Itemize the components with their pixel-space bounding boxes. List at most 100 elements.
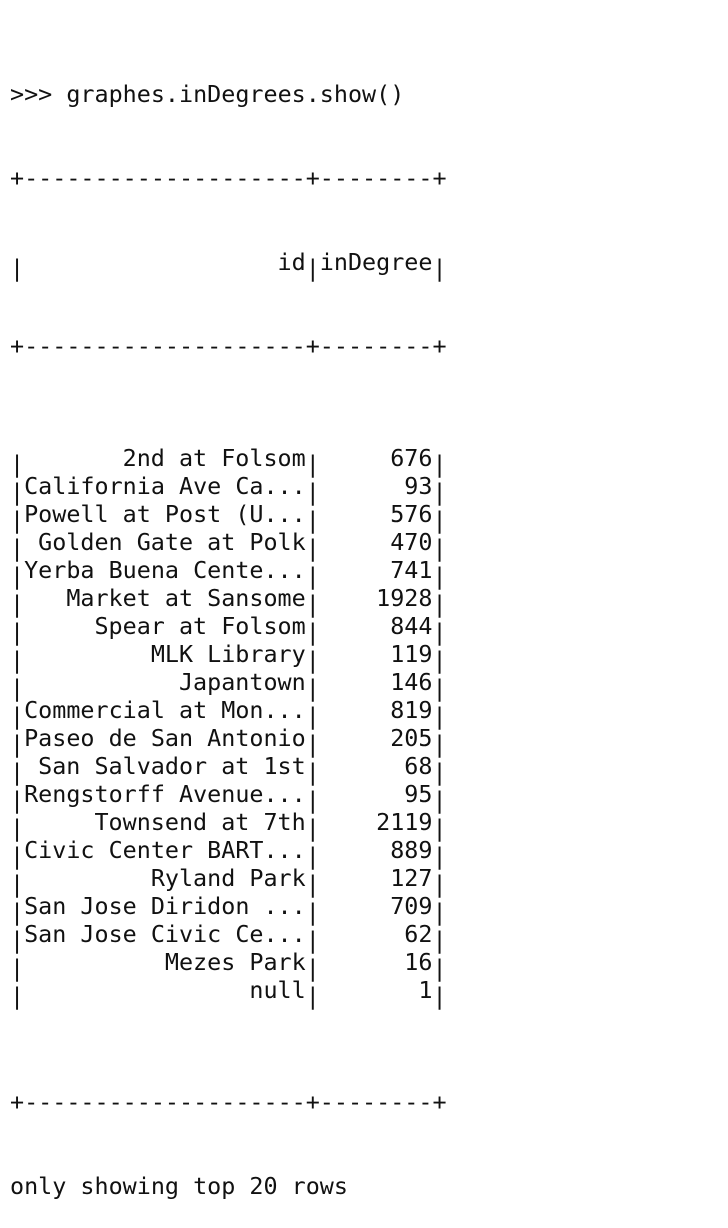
cell-id: San Jose Civic Ce... xyxy=(24,920,306,948)
cell-indegree: 844 xyxy=(390,612,433,640)
cell-id: California Ave Ca... xyxy=(24,472,306,500)
pipe: | xyxy=(432,506,447,534)
pipe: | xyxy=(10,982,25,1010)
cell-indegree: 709 xyxy=(390,892,433,920)
cell-indegree: 741 xyxy=(390,556,433,584)
cell-id: 2nd at Folsom xyxy=(122,444,306,472)
pipe: | xyxy=(305,590,320,618)
table-row: |Yerba Buena Cente...| 741| xyxy=(10,556,447,590)
table-row: | Spear at Folsom| 844| xyxy=(10,612,447,646)
table-row: | Japantown| 146| xyxy=(10,668,447,702)
cell-indegree: 676 xyxy=(390,444,433,472)
pipe: | xyxy=(10,646,25,674)
cell-indegree: 889 xyxy=(390,836,433,864)
cell-indegree: 470 xyxy=(390,528,433,556)
pipe: | xyxy=(305,730,320,758)
cell-indegree: 819 xyxy=(390,696,433,724)
table-row: |San Jose Diridon ...| 709| xyxy=(10,892,447,926)
command-line: >>> graphes.inDegrees.show() xyxy=(10,80,405,108)
cell-indegree: 127 xyxy=(390,864,433,892)
cell-id: Powell at Post (U... xyxy=(24,500,306,528)
table-row: | Market at Sansome| 1928| xyxy=(10,584,447,618)
pipe: | xyxy=(432,702,447,730)
pipe: | xyxy=(10,702,25,730)
pipe: | xyxy=(305,534,320,562)
table-row: |Commercial at Mon...| 819| xyxy=(10,696,447,730)
cell-id: Paseo de San Antonio xyxy=(24,724,306,752)
pipe: | xyxy=(432,730,447,758)
table-row: | null| 1| xyxy=(10,976,447,1010)
pipe: | xyxy=(305,478,320,506)
pipe: | xyxy=(10,590,25,618)
pipe: | xyxy=(432,674,447,702)
cell-indegree: 1928 xyxy=(376,584,433,612)
table-row: |California Ave Ca...| 93| xyxy=(10,472,447,506)
table-row: |Civic Center BART...| 889| xyxy=(10,836,447,870)
pipe: | xyxy=(10,478,25,506)
pipe: | xyxy=(432,646,447,674)
cell-id: Civic Center BART... xyxy=(24,836,306,864)
column-header-id: id xyxy=(277,248,306,276)
cell-id: null xyxy=(249,976,306,1004)
table-row: |Paseo de San Antonio| 205| xyxy=(10,724,447,758)
table-border-header: +--------------------+--------+ xyxy=(10,332,447,360)
pipe: | xyxy=(305,562,320,590)
cell-indegree: 205 xyxy=(390,724,433,752)
pipe: | xyxy=(10,674,25,702)
table-row: | 2nd at Folsom| 676| xyxy=(10,444,447,478)
cell-id: Yerba Buena Cente... xyxy=(24,556,306,584)
column-header-indegree: inDegree xyxy=(319,248,433,276)
terminal-output: >>> graphes.inDegrees.show() +----------… xyxy=(10,24,447,1228)
cell-id: Commercial at Mon... xyxy=(24,696,306,724)
table-row: |Powell at Post (U...| 576| xyxy=(10,500,447,534)
cell-id: Ryland Park xyxy=(150,864,306,892)
cell-indegree: 68 xyxy=(404,752,433,780)
cell-id: Golden Gate at Polk xyxy=(38,528,306,556)
table-row: | Ryland Park| 127| xyxy=(10,864,447,898)
pipe: | xyxy=(305,646,320,674)
pipe: | xyxy=(432,254,447,282)
pipe: | xyxy=(10,450,25,478)
pipe: | xyxy=(305,702,320,730)
cell-id: San Salvador at 1st xyxy=(38,752,306,780)
cell-indegree: 2119 xyxy=(376,808,433,836)
pipe: | xyxy=(10,562,25,590)
cell-indegree: 16 xyxy=(404,948,433,976)
table-header-row: | id|inDegree| xyxy=(10,248,447,282)
pipe: | xyxy=(10,506,25,534)
pipe: | xyxy=(432,450,447,478)
cell-id: Rengstorff Avenue... xyxy=(24,780,306,808)
pipe: | xyxy=(305,674,320,702)
cell-indegree: 93 xyxy=(404,472,433,500)
table-row: |San Jose Civic Ce...| 62| xyxy=(10,920,447,954)
cell-id: MLK Library xyxy=(150,640,306,668)
cell-indegree: 62 xyxy=(404,920,433,948)
pipe: | xyxy=(305,982,320,1010)
table-row: | Mezes Park| 16| xyxy=(10,948,447,982)
table-row: | Golden Gate at Polk| 470| xyxy=(10,528,447,562)
pipe: | xyxy=(432,478,447,506)
cell-id: San Jose Diridon ... xyxy=(24,892,306,920)
cell-id: Townsend at 7th xyxy=(94,808,306,836)
cell-id: Spear at Folsom xyxy=(94,612,306,640)
cell-id: Market at Sansome xyxy=(66,584,306,612)
table-body: | 2nd at Folsom| 676| |California Ave Ca...… xyxy=(10,444,447,1010)
pipe: | xyxy=(305,618,320,646)
pipe: | xyxy=(432,590,447,618)
pipe: | xyxy=(10,254,25,282)
pipe: | xyxy=(432,534,447,562)
cell-indegree: 146 xyxy=(390,668,433,696)
table-border-top: +--------------------+--------+ xyxy=(10,164,447,192)
pipe: | xyxy=(432,618,447,646)
pipe: | xyxy=(305,254,320,282)
pipe: | xyxy=(10,730,25,758)
table-row: | MLK Library| 119| xyxy=(10,640,447,674)
pipe: | xyxy=(305,506,320,534)
pipe: | xyxy=(305,450,320,478)
cell-indegree: 95 xyxy=(404,780,433,808)
pipe: | xyxy=(10,618,25,646)
cell-id: Mezes Park xyxy=(164,948,306,976)
table-row: |Rengstorff Avenue...| 95| xyxy=(10,780,447,814)
table-border-bottom: +--------------------+--------+ xyxy=(10,1088,447,1116)
cell-indegree: 119 xyxy=(390,640,433,668)
